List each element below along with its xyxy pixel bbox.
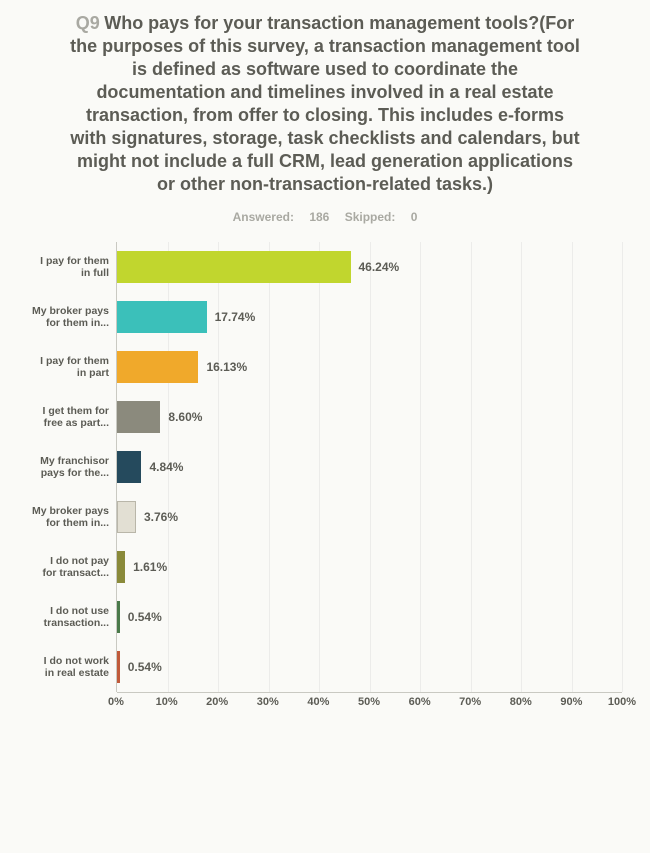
- bar-label: I do not work in real estate: [21, 655, 109, 679]
- x-tick: 0%: [108, 696, 124, 708]
- question-number: Q9: [76, 13, 100, 33]
- bar-label: I do not pay for transact...: [21, 555, 109, 579]
- bar-label: My franchisor pays for the...: [21, 455, 109, 479]
- gridline: [622, 242, 623, 692]
- bar: [117, 651, 120, 683]
- bar-row: I get them for free as part...8.60%: [117, 392, 622, 442]
- plot-area: I pay for them in full46.24%My broker pa…: [116, 242, 622, 692]
- x-tick: 40%: [307, 696, 329, 708]
- bar-row: My franchisor pays for the...4.84%: [117, 442, 622, 492]
- bar-label: I get them for free as part...: [21, 405, 109, 429]
- x-tick: 30%: [257, 696, 279, 708]
- x-tick: 10%: [156, 696, 178, 708]
- bar: [117, 251, 351, 283]
- bar-row: My broker pays for them in...17.74%: [117, 292, 622, 342]
- bar-label: My broker pays for them in...: [21, 305, 109, 329]
- x-axis: 0%10%20%30%40%50%60%70%80%90%100%: [116, 692, 622, 716]
- bar-chart: I pay for them in full46.24%My broker pa…: [20, 242, 622, 716]
- bar-value: 46.24%: [359, 260, 400, 274]
- bar-row: I do not use transaction...0.54%: [117, 592, 622, 642]
- bar-value: 3.76%: [144, 510, 178, 524]
- answered-label: Answered:: [233, 210, 294, 224]
- x-tick: 100%: [608, 696, 636, 708]
- bar-row: I do not pay for transact...1.61%: [117, 542, 622, 592]
- answered-value: 186: [309, 210, 329, 224]
- bar-label: I do not use transaction...: [21, 605, 109, 629]
- bar-value: 0.54%: [128, 660, 162, 674]
- bar-label: My broker pays for them in...: [21, 505, 109, 529]
- x-tick: 80%: [510, 696, 532, 708]
- bar: [117, 301, 207, 333]
- bar-row: My broker pays for them in...3.76%: [117, 492, 622, 542]
- bar-row: I pay for them in part16.13%: [117, 342, 622, 392]
- x-tick: 90%: [560, 696, 582, 708]
- bar: [117, 551, 125, 583]
- response-meta: Answered: 186 Skipped: 0: [20, 210, 630, 224]
- bar-label: I pay for them in full: [21, 255, 109, 279]
- bar: [117, 601, 120, 633]
- bar-label: I pay for them in part: [21, 355, 109, 379]
- question-title: Who pays for your transaction management…: [70, 13, 580, 194]
- bar: [117, 451, 141, 483]
- bar-row: I do not work in real estate0.54%: [117, 642, 622, 692]
- bar-value: 1.61%: [133, 560, 167, 574]
- chart-container: Q9 Who pays for your transaction managem…: [0, 0, 650, 716]
- x-tick: 50%: [358, 696, 380, 708]
- skipped-label: Skipped:: [345, 210, 396, 224]
- bar-value: 17.74%: [215, 310, 256, 324]
- skipped-value: 0: [411, 210, 418, 224]
- bar: [117, 351, 198, 383]
- bar-value: 0.54%: [128, 610, 162, 624]
- x-tick: 60%: [409, 696, 431, 708]
- bar-value: 16.13%: [206, 360, 247, 374]
- bar-value: 8.60%: [168, 410, 202, 424]
- heading: Q9 Who pays for your transaction managem…: [20, 0, 630, 204]
- x-tick: 70%: [459, 696, 481, 708]
- bar-row: I pay for them in full46.24%: [117, 242, 622, 292]
- bar: [117, 401, 160, 433]
- bar-value: 4.84%: [149, 460, 183, 474]
- x-tick: 20%: [206, 696, 228, 708]
- bar: [117, 501, 136, 533]
